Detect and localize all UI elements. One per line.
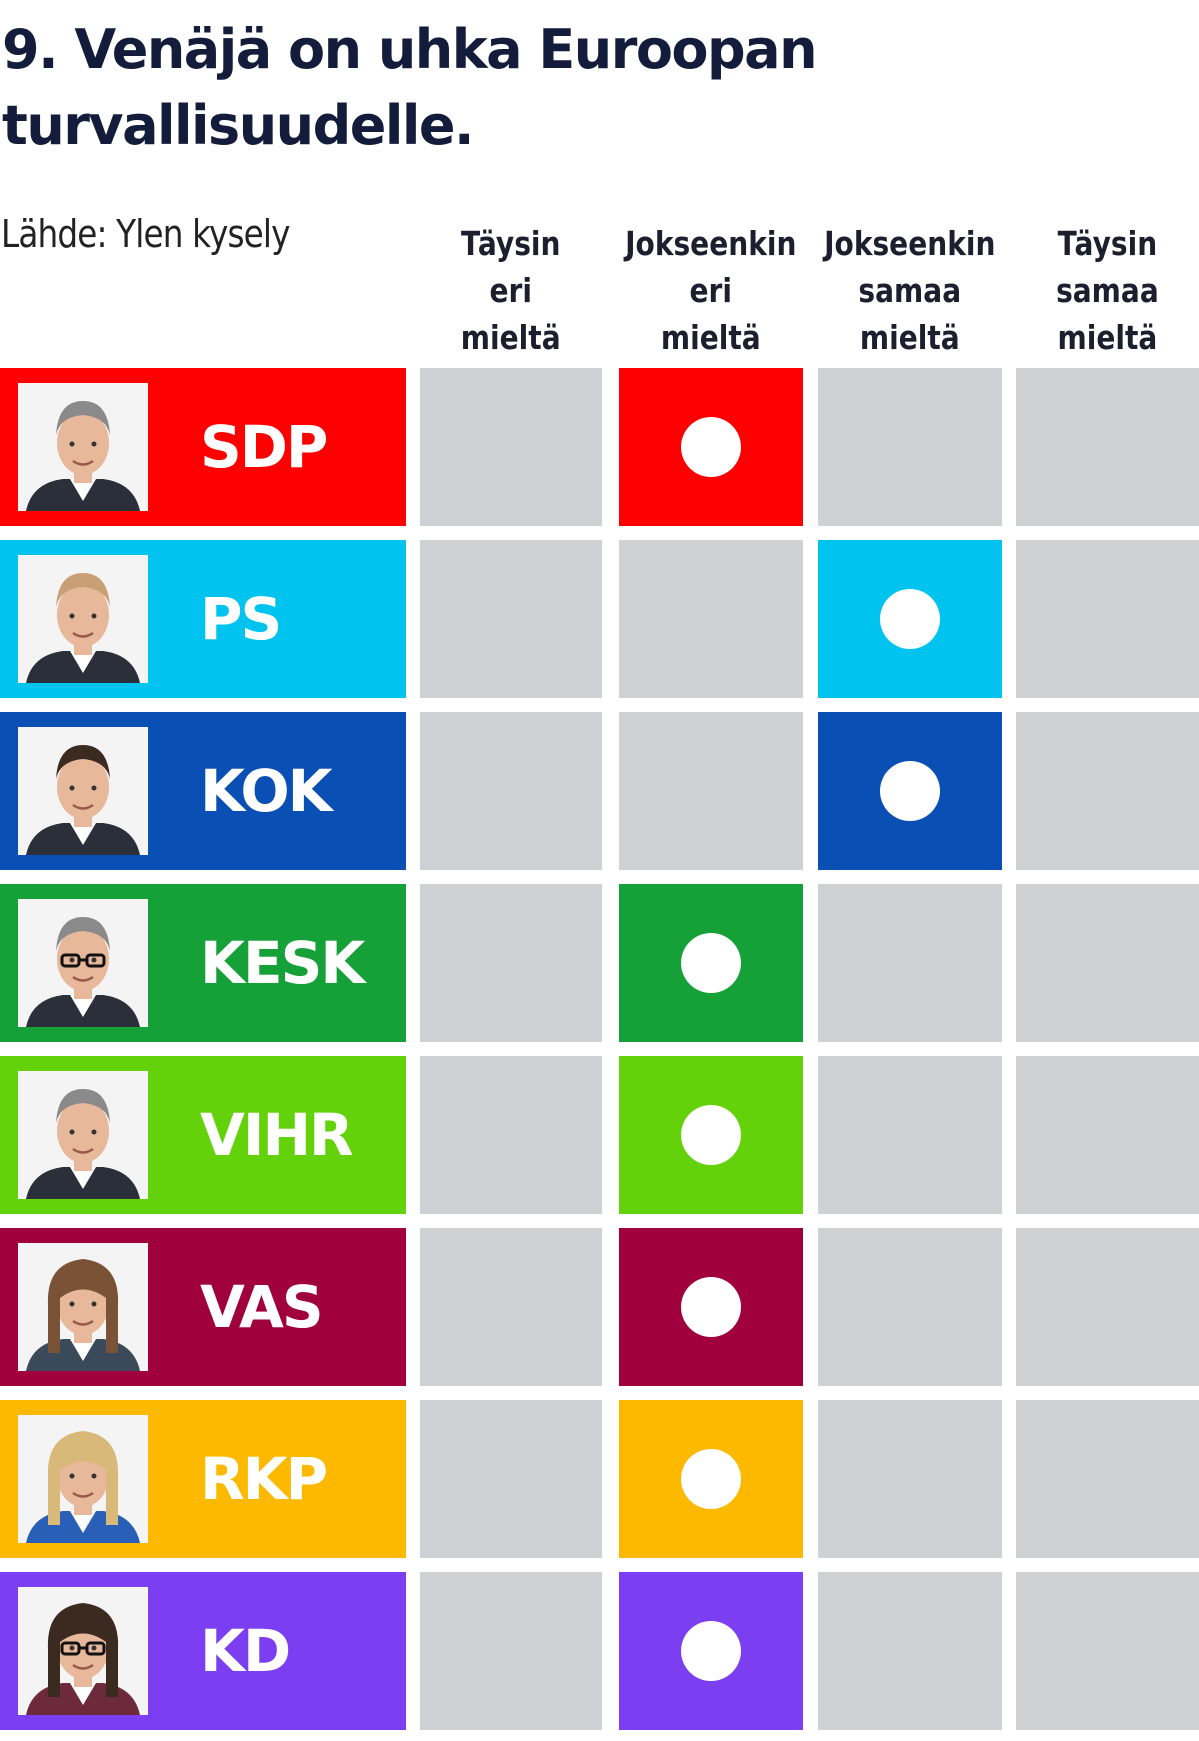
answer-cell-empty [818, 1400, 1002, 1558]
answer-cell-empty [818, 368, 1002, 526]
answer-cell-empty [420, 1572, 602, 1730]
party-label: KOK [200, 757, 333, 825]
candidate-photo-portrait-woman-blonde-hair [18, 1415, 148, 1543]
candidate-photo-portrait-man-grey-hair [18, 1071, 148, 1199]
answer-cell-empty [619, 712, 803, 870]
answer-cell-empty [1016, 1572, 1199, 1730]
answer-cell-empty [619, 540, 803, 698]
answer-cell-empty [420, 884, 602, 1042]
candidate-photo-portrait-man-short-hair [18, 555, 148, 683]
answer-cell-selected [619, 1572, 803, 1730]
answer-cell-selected [818, 540, 1002, 698]
answer-cell-empty [818, 1572, 1002, 1730]
source-note: Lähde: Ylen kysely [1, 212, 290, 256]
column-header-label: Jokseenkin eri mieltä [625, 224, 797, 357]
party-cell-kd: KD [0, 1572, 406, 1730]
column-header-3: Jokseenkin samaa mieltä [804, 220, 1016, 360]
answer-dot [681, 417, 741, 477]
party-label: KESK [200, 929, 365, 997]
party-cell-vas: VAS [0, 1228, 406, 1386]
answer-dot [880, 589, 940, 649]
answer-cell-empty [420, 712, 602, 870]
answer-cell-empty [1016, 712, 1199, 870]
answer-cell-empty [818, 1228, 1002, 1386]
candidate-photo-portrait-man-dark-hair [18, 727, 148, 855]
party-label: PS [200, 585, 282, 653]
answer-cell-empty [420, 1228, 602, 1386]
answer-cell-empty [420, 368, 602, 526]
answer-cell-empty [1016, 1228, 1199, 1386]
party-label: VAS [200, 1273, 324, 1341]
answer-dot [681, 933, 741, 993]
party-cell-rkp: RKP [0, 1400, 406, 1558]
answer-cell-empty [420, 540, 602, 698]
column-header-label: Täysin eri mieltä [461, 224, 561, 357]
answer-dot [880, 761, 940, 821]
chart-title: 9. Venäjä on uhka Euroopan turvallisuude… [2, 18, 818, 157]
column-header-2: Jokseenkin eri mieltä [605, 220, 817, 360]
answer-cell-empty [818, 1056, 1002, 1214]
party-label: KD [200, 1617, 291, 1685]
column-header-1: Täysin eri mieltä [406, 220, 616, 360]
party-cell-sdp: SDP [0, 368, 406, 526]
answer-cell-selected [619, 1056, 803, 1214]
answer-cell-selected [619, 1228, 803, 1386]
party-label: RKP [200, 1445, 328, 1513]
answer-dot [681, 1105, 741, 1165]
answer-cell-selected [619, 884, 803, 1042]
answer-cell-selected [818, 712, 1002, 870]
answer-cell-empty [420, 1056, 602, 1214]
answer-cell-empty [818, 884, 1002, 1042]
answer-cell-empty [420, 1400, 602, 1558]
party-cell-vihr: VIHR [0, 1056, 406, 1214]
answer-cell-empty [1016, 1056, 1199, 1214]
candidate-photo-portrait-man-grey-hair [18, 383, 148, 511]
party-cell-kesk: KESK [0, 884, 406, 1042]
party-label: VIHR [200, 1101, 354, 1169]
answer-dot [681, 1277, 741, 1337]
candidate-photo-portrait-woman-brown-hair [18, 1243, 148, 1371]
answer-cell-empty [1016, 368, 1199, 526]
answer-cell-empty [1016, 884, 1199, 1042]
party-label: SDP [200, 413, 328, 481]
column-header-label: Jokseenkin samaa mieltä [824, 224, 996, 357]
candidate-photo-portrait-woman-dark-hair-glasses [18, 1587, 148, 1715]
answer-cell-empty [1016, 1400, 1199, 1558]
column-header-4: Täysin samaa mieltä [1002, 220, 1199, 360]
answer-cell-selected [619, 1400, 803, 1558]
answer-cell-selected [619, 368, 803, 526]
column-header-label: Täysin samaa mieltä [1056, 224, 1159, 357]
answer-dot [681, 1449, 741, 1509]
answer-dot [681, 1621, 741, 1681]
answer-cell-empty [1016, 540, 1199, 698]
party-cell-ps: PS [0, 540, 406, 698]
party-cell-kok: KOK [0, 712, 406, 870]
candidate-photo-portrait-man-glasses [18, 899, 148, 1027]
